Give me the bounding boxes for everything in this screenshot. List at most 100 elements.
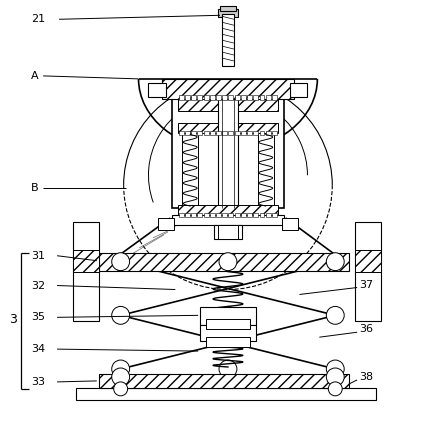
Circle shape	[328, 382, 342, 396]
Bar	[272, 213, 277, 217]
Bar	[206, 337, 250, 347]
Bar	[216, 95, 221, 100]
Circle shape	[112, 306, 130, 324]
Bar	[235, 213, 240, 217]
Circle shape	[326, 360, 344, 378]
Bar	[76, 388, 376, 400]
Bar	[218, 9, 238, 17]
Bar	[222, 213, 227, 217]
Bar	[178, 205, 278, 215]
Bar	[218, 225, 238, 239]
Bar	[355, 250, 381, 272]
Bar	[159, 218, 174, 230]
Bar	[210, 131, 215, 134]
Bar	[241, 213, 246, 217]
Bar	[281, 218, 297, 230]
Bar	[229, 131, 234, 134]
Bar	[179, 213, 184, 217]
Bar	[185, 95, 190, 100]
Bar	[216, 213, 221, 217]
Text: 3: 3	[9, 313, 17, 326]
Bar	[253, 95, 258, 100]
Text: 35: 35	[31, 312, 45, 322]
Bar	[222, 95, 227, 100]
Bar	[272, 131, 277, 134]
Bar	[210, 95, 215, 100]
Bar	[247, 213, 252, 217]
Circle shape	[114, 382, 127, 396]
Bar	[191, 213, 196, 217]
Bar	[182, 133, 198, 208]
Circle shape	[219, 314, 237, 332]
Bar	[220, 6, 236, 11]
Bar	[178, 99, 278, 111]
Bar	[172, 215, 284, 225]
Circle shape	[112, 368, 130, 386]
Bar	[235, 95, 240, 100]
Text: 38: 38	[359, 372, 373, 382]
Circle shape	[326, 306, 344, 324]
Bar	[253, 213, 258, 217]
Circle shape	[326, 253, 344, 270]
Text: B: B	[31, 183, 39, 193]
Bar	[163, 79, 293, 99]
Bar	[214, 225, 242, 239]
Bar	[289, 83, 307, 97]
Bar	[73, 222, 99, 321]
Text: 31: 31	[31, 251, 45, 261]
Bar	[198, 95, 202, 100]
Bar	[191, 131, 196, 134]
Bar	[206, 319, 250, 329]
Bar	[198, 213, 202, 217]
Text: 21: 21	[31, 14, 45, 24]
Circle shape	[112, 253, 130, 270]
Bar	[185, 213, 190, 217]
Text: A: A	[31, 71, 39, 81]
Bar	[241, 95, 246, 100]
Bar	[216, 131, 221, 134]
Circle shape	[219, 360, 237, 378]
Bar	[185, 131, 190, 134]
Bar	[99, 253, 349, 270]
Bar	[179, 95, 184, 100]
Bar	[247, 95, 252, 100]
Bar	[204, 213, 209, 217]
Text: 33: 33	[31, 377, 45, 387]
Bar	[229, 95, 234, 100]
Bar	[198, 131, 202, 134]
Bar	[172, 99, 284, 208]
Bar	[266, 95, 271, 100]
Bar	[222, 14, 234, 66]
Bar	[241, 131, 246, 134]
Bar	[259, 213, 265, 217]
Bar	[200, 325, 256, 341]
Bar	[179, 131, 184, 134]
Bar	[355, 222, 381, 321]
Bar	[259, 95, 265, 100]
Bar	[148, 83, 166, 97]
Circle shape	[326, 368, 344, 386]
Bar	[200, 307, 256, 325]
Bar	[247, 131, 252, 134]
Bar	[204, 131, 209, 134]
Bar	[218, 99, 238, 208]
Bar	[178, 122, 278, 133]
Bar	[235, 131, 240, 134]
Bar	[266, 213, 271, 217]
Bar	[204, 95, 209, 100]
Bar	[191, 95, 196, 100]
Bar	[272, 95, 277, 100]
Text: 32: 32	[31, 280, 45, 291]
Bar	[99, 374, 349, 388]
Circle shape	[219, 306, 237, 324]
Text: 36: 36	[359, 324, 373, 334]
Bar	[253, 131, 258, 134]
Circle shape	[112, 360, 130, 378]
Bar	[259, 131, 265, 134]
Bar	[266, 131, 271, 134]
Circle shape	[219, 253, 237, 270]
Bar	[210, 213, 215, 217]
Bar	[222, 131, 227, 134]
Text: 37: 37	[359, 279, 373, 289]
Bar	[229, 213, 234, 217]
